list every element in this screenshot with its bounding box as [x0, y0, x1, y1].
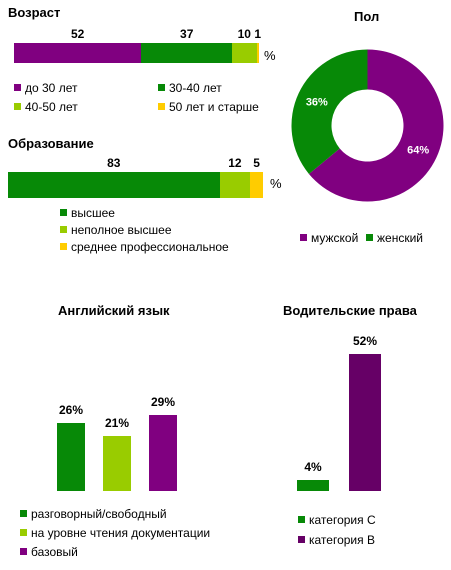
gender-legend-label: мужской	[311, 231, 359, 245]
age-legend-label: 40-50 лет	[25, 100, 78, 114]
english-value-label: 21%	[104, 415, 130, 430]
education-percent-unit: %	[270, 176, 282, 191]
gender-slice-label: 64%	[407, 144, 429, 156]
gender-legend-item: женский	[366, 231, 423, 245]
age-value-label: 37	[180, 27, 194, 41]
gender-title: Пол	[354, 9, 380, 24]
education-legend-label: среднее профессиональное	[71, 240, 229, 254]
age-legend-item: до 30 лет	[14, 81, 77, 95]
age-percent-unit: %	[264, 48, 276, 63]
education-legend-swatch	[60, 209, 67, 216]
age-segment	[256, 43, 259, 63]
education-legend-item: высшее	[60, 206, 115, 220]
education-value-label: 12	[228, 156, 242, 170]
age-legend-item: 30-40 лет	[158, 81, 222, 95]
education-segment	[250, 172, 263, 198]
education-legend-item: среднее профессиональное	[60, 240, 229, 254]
age-value-label: 10	[237, 27, 251, 41]
license-bar	[349, 354, 381, 491]
license-legend-label: категория С	[309, 513, 376, 527]
education-value-label: 5	[253, 156, 260, 170]
education-legend-item: неполное высшее	[60, 223, 172, 237]
english-bar	[103, 435, 131, 491]
age-legend-swatch	[158, 84, 165, 91]
gender-slice	[308, 49, 444, 202]
education-segment	[219, 172, 251, 198]
english-legend-item: базовый	[20, 545, 78, 559]
english-legend-swatch	[20, 529, 27, 536]
license-value-label: 52%	[352, 334, 378, 348]
english-legend-swatch	[20, 510, 27, 517]
license-bar	[297, 480, 329, 491]
age-legend-swatch	[14, 103, 21, 110]
gender-legend-label: женский	[377, 231, 423, 245]
education-segment	[8, 172, 220, 198]
license-legend-swatch	[298, 516, 305, 523]
age-legend-swatch	[14, 84, 21, 91]
english-legend-item: разговорный/свободный	[20, 507, 167, 521]
age-value-label: 52	[71, 27, 85, 41]
english-legend-label: базовый	[31, 545, 78, 559]
english-legend-item: на уровне чтения документации	[20, 526, 210, 540]
license-legend-item: категория С	[298, 513, 376, 527]
age-legend-label: 30-40 лет	[169, 81, 222, 95]
age-segment	[141, 43, 233, 63]
age-value-label: 1	[254, 27, 262, 41]
gender-legend-item: мужской	[300, 231, 358, 245]
english-legend-label: на уровне чтения документации	[31, 526, 211, 540]
education-legend-swatch	[60, 226, 67, 233]
english-bar	[149, 414, 177, 491]
english-value-label: 26%	[58, 402, 84, 417]
license-legend-item: категория В	[298, 533, 375, 547]
gender-slice	[291, 49, 368, 174]
age-legend-label: 50 лет и старше	[169, 100, 259, 114]
license-legend-swatch	[298, 536, 305, 543]
education-value-label: 83	[107, 156, 121, 170]
age-title: Возраст	[8, 5, 61, 20]
english-legend-label: разговорный/свободный	[31, 507, 167, 521]
age-segment	[232, 43, 257, 63]
english-bar	[57, 422, 85, 491]
gender-donut-chart: 64% 36%	[291, 49, 444, 202]
age-legend-item: 50 лет и старше	[158, 100, 259, 114]
license-legend-label: категория В	[309, 533, 375, 547]
education-title: Образование	[8, 136, 94, 151]
license-title: Водительские права	[283, 303, 417, 318]
age-legend-label: до 30 лет	[25, 81, 78, 95]
age-legend-item: 40-50 лет	[14, 100, 78, 114]
education-legend-swatch	[60, 243, 67, 250]
gender-slice-label: 36%	[306, 97, 328, 109]
gender-legend-swatch	[366, 234, 373, 241]
english-value-label: 29%	[150, 394, 176, 409]
gender-legend-swatch	[300, 234, 307, 241]
education-legend-label: высшее	[71, 206, 115, 220]
age-legend-swatch	[158, 103, 165, 110]
age-segment	[14, 43, 142, 63]
english-legend-swatch	[20, 548, 27, 555]
license-value-label: 4%	[304, 460, 322, 475]
english-title: Английский язык	[58, 303, 170, 318]
education-legend-label: неполное высшее	[71, 223, 172, 237]
